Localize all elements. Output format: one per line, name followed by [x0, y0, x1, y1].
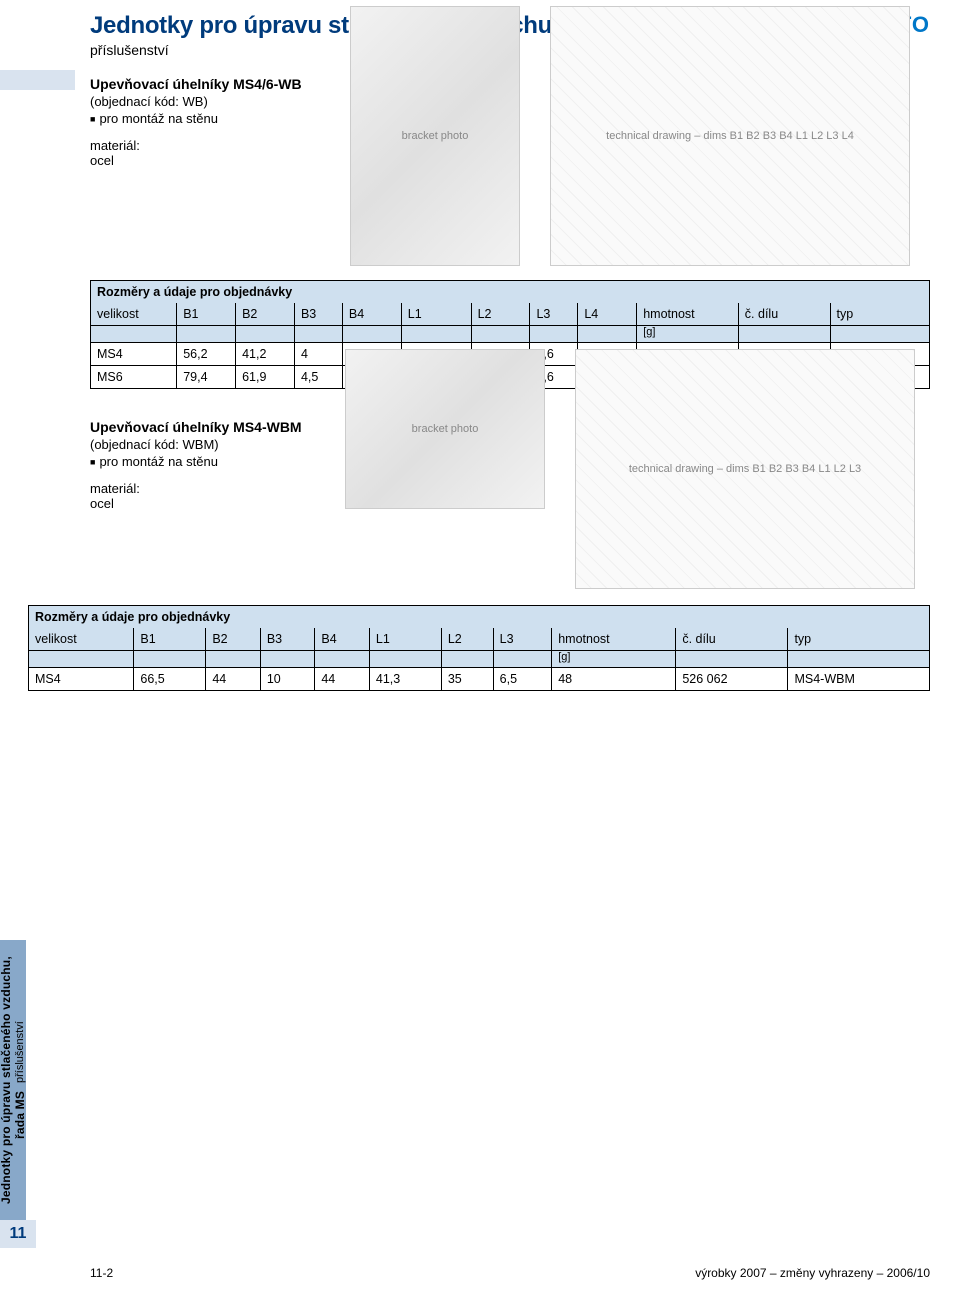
figure-alt: technical drawing – dims B1 B2 B3 B4 L1 … — [606, 130, 854, 142]
figure-alt: bracket photo — [412, 423, 479, 435]
table-unit — [530, 326, 578, 343]
table1-caption: Rozměry a údaje pro objednávky — [91, 281, 930, 304]
table-cell: MS4-WBM — [788, 668, 930, 691]
section2-material-label: materiál: — [90, 481, 310, 496]
section2-technical-drawing: technical drawing – dims B1 B2 B3 B4 L1 … — [575, 349, 915, 589]
table-cell: 10 — [260, 668, 315, 691]
table-col: L1 — [401, 303, 471, 326]
table-col: B4 — [315, 628, 370, 651]
table-unit — [29, 651, 134, 668]
section2-material-value: ocel — [90, 496, 310, 511]
table-row: MS4 66,5 44 10 44 41,3 35 6,5 48 526 062… — [29, 668, 930, 691]
section2-photo: bracket photo — [345, 349, 545, 509]
page-footer: 11-2 výrobky 2007 – změny vyhrazeny – 20… — [90, 1266, 930, 1280]
table-cell: 66,5 — [134, 668, 206, 691]
table2-unit-row: [g] — [29, 651, 930, 668]
table-col: č. dílu — [676, 628, 788, 651]
table-col: typ — [830, 303, 929, 326]
section1-code: (objednací kód: WB) — [90, 94, 310, 109]
table2-caption: Rozměry a údaje pro objednávky — [29, 606, 930, 629]
section2-bullet: pro montáž na stěnu — [90, 454, 310, 469]
section2-heading: Upevňovací úhelníky MS4-WBM — [90, 419, 310, 435]
table-unit — [134, 651, 206, 668]
table-cell: 6,5 — [493, 668, 552, 691]
figure-alt: bracket photo — [402, 130, 469, 142]
footer-right: výrobky 2007 – změny vyhrazeny – 2006/10 — [695, 1266, 930, 1280]
table-unit — [315, 651, 370, 668]
table-cell: 526 062 — [676, 668, 788, 691]
section1-photo: bracket photo — [350, 6, 520, 266]
table-unit — [294, 326, 342, 343]
table-col: L4 — [578, 303, 637, 326]
section2-code: (objednací kód: WBM) — [90, 437, 310, 452]
section1-bullet: pro montáž na stěnu — [90, 111, 310, 126]
table1-unit-row: [g] — [91, 326, 930, 343]
table-col: typ — [788, 628, 930, 651]
table-unit — [236, 326, 295, 343]
left-color-rail — [0, 70, 75, 90]
table-cell: 44 — [315, 668, 370, 691]
table-cell: 35 — [441, 668, 493, 691]
table-col: velikost — [91, 303, 177, 326]
table-col: hmotnost — [637, 303, 739, 326]
table-cell: 48 — [552, 668, 676, 691]
table-unit — [369, 651, 441, 668]
section1-material-label: materiál: — [90, 138, 310, 153]
table-col: B2 — [206, 628, 261, 651]
footer-left: 11-2 — [90, 1266, 113, 1280]
table-cell: 41,3 — [369, 668, 441, 691]
table2: Rozměry a údaje pro objednávky velikost … — [28, 605, 930, 691]
table-unit: [g] — [552, 651, 676, 668]
table-unit — [493, 651, 552, 668]
table-col: B3 — [260, 628, 315, 651]
table-unit — [830, 326, 929, 343]
section1-technical-drawing: technical drawing – dims B1 B2 B3 B4 L1 … — [550, 6, 910, 266]
table-cell: 44 — [206, 668, 261, 691]
section1-material-value: ocel — [90, 153, 310, 168]
table1-header-row: velikost B1 B2 B3 B4 L1 L2 L3 L4 hmotnos… — [91, 303, 930, 326]
figure-alt: technical drawing – dims B1 B2 B3 B4 L1 … — [629, 463, 861, 475]
table-col: L2 — [471, 303, 530, 326]
vertical-section-tab: Jednotky pro úpravu stlačeného vzduchu, … — [0, 940, 26, 1220]
vertical-tab-sub: příslušenství — [14, 1021, 26, 1083]
table-unit — [738, 326, 830, 343]
table-unit: [g] — [637, 326, 739, 343]
table-unit — [260, 651, 315, 668]
table-unit — [788, 651, 930, 668]
table-col: velikost — [29, 628, 134, 651]
table-unit — [401, 326, 471, 343]
table-col: L1 — [369, 628, 441, 651]
table-col: hmotnost — [552, 628, 676, 651]
table-col: B2 — [236, 303, 295, 326]
table-col: B1 — [177, 303, 236, 326]
table-col: L3 — [530, 303, 578, 326]
table-col: L3 — [493, 628, 552, 651]
table-unit — [342, 326, 401, 343]
page-number: 11 — [10, 1225, 27, 1243]
table-col: č. dílu — [738, 303, 830, 326]
table-unit — [441, 651, 493, 668]
table-unit — [676, 651, 788, 668]
table-unit — [91, 326, 177, 343]
table-col: L2 — [441, 628, 493, 651]
table-unit — [471, 326, 530, 343]
table-col: B4 — [342, 303, 401, 326]
section1-heading: Upevňovací úhelníky MS4/6-WB — [90, 76, 310, 92]
table-unit — [578, 326, 637, 343]
table-cell: MS4 — [29, 668, 134, 691]
page-number-box: 11 — [0, 1220, 36, 1248]
table-unit — [206, 651, 261, 668]
table-col: B3 — [294, 303, 342, 326]
table-col: B1 — [134, 628, 206, 651]
table2-header-row: velikost B1 B2 B3 B4 L1 L2 L3 hmotnost č… — [29, 628, 930, 651]
table-unit — [177, 326, 236, 343]
